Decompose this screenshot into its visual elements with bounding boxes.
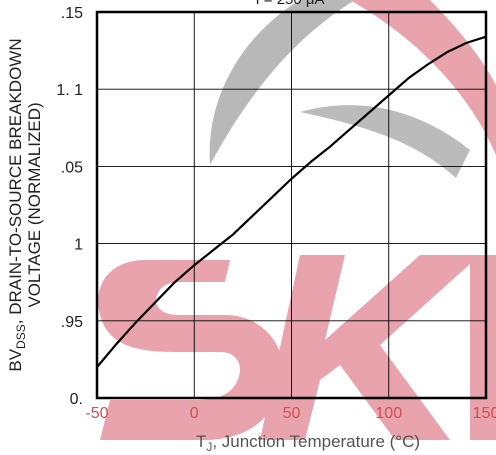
y-tick-label: 1. 1 — [56, 82, 83, 99]
series — [96, 35, 487, 368]
watermark-letter-partial — [470, 255, 496, 440]
x-axis-label: TJ, Junction Temperature (°C) — [196, 432, 420, 454]
watermark-logo — [98, 0, 496, 440]
axes — [95, 10, 488, 400]
y-tick-label: 1 — [74, 237, 83, 254]
x-tick-label: 0 — [190, 405, 199, 422]
watermark-letter-s — [98, 260, 284, 440]
x-tick-label: -50 — [85, 405, 108, 422]
x-tick-label: 100 — [375, 405, 402, 422]
y-axis-label-line1: BVDSS, DRAIN-TO-SOURCE BREAKDOWN — [6, 38, 28, 371]
y-axis-label: BVDSS, DRAIN-TO-SOURCE BREAKDOWN VOLTAGE… — [6, 38, 44, 371]
plot-frame — [95, 10, 488, 400]
y-axis-label-line2: VOLTAGE (NORMALIZED) — [25, 102, 44, 307]
y-tick-label: .15 — [61, 5, 83, 22]
y-tick-label: .95 — [61, 314, 83, 331]
tick-labels: -50 0 50 100 150 .15 1. 1 .05 1 .95 0. — [56, 5, 496, 422]
watermark-gray-swoosh-left — [209, 0, 355, 165]
series-line — [96, 35, 487, 368]
chart-title: I = 250 μA — [255, 0, 324, 8]
x-tick-label: 50 — [283, 405, 301, 422]
watermark-red-swoosh — [350, 0, 496, 155]
watermark-letter-k — [260, 255, 480, 440]
y-tick-label: .05 — [61, 159, 83, 176]
x-tick-label: 150 — [473, 405, 496, 422]
y-tick-label: 0. — [70, 391, 83, 408]
watermark-gray-swoosh-right — [300, 105, 470, 178]
chart-title-text: I = 250 μA — [255, 0, 324, 8]
